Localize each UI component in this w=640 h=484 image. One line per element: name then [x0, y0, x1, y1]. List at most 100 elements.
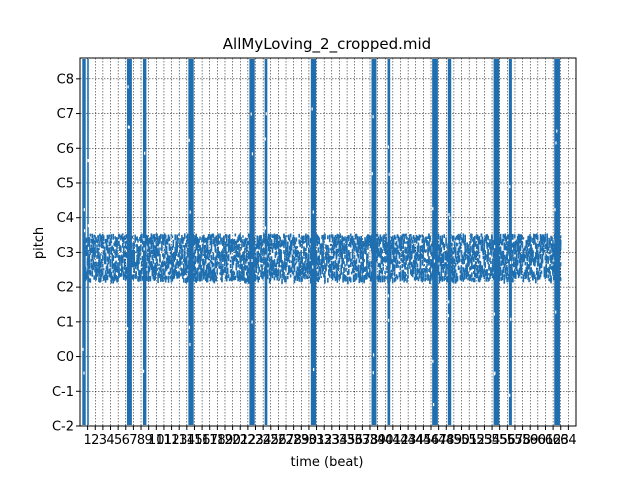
- note-gap: [84, 229, 85, 232]
- y-tick-label: C3: [57, 246, 74, 261]
- note-mark: [349, 252, 351, 257]
- note-mark: [396, 255, 398, 260]
- note-mark: [222, 264, 224, 268]
- note-gap: [189, 326, 190, 329]
- note-mark: [140, 258, 142, 260]
- note-mark: [393, 240, 395, 245]
- note-gap: [432, 360, 433, 363]
- note-mark: [517, 260, 519, 264]
- note-mark: [522, 242, 524, 248]
- note-mark: [406, 278, 408, 283]
- note-mark: [232, 265, 234, 268]
- note-mark: [139, 253, 141, 256]
- note-mark: [414, 248, 416, 253]
- note-mark: [112, 234, 114, 240]
- y-tick-label: C1: [57, 315, 74, 330]
- note-column: [432, 59, 438, 425]
- note-mark: [381, 270, 383, 274]
- note-mark: [140, 276, 142, 281]
- note-mark: [361, 275, 363, 279]
- note-mark: [545, 239, 547, 242]
- note-mark: [296, 258, 298, 260]
- note-mark: [301, 244, 303, 248]
- note-mark: [110, 269, 112, 272]
- note-mark: [455, 247, 457, 251]
- note-mark: [196, 277, 198, 281]
- note-mark: [289, 237, 291, 241]
- note-mark: [166, 276, 168, 279]
- note-column: [249, 59, 254, 425]
- note-mark: [550, 278, 552, 283]
- y-tick-label: C-2: [52, 420, 74, 435]
- note-mark: [228, 274, 230, 278]
- note-column: [87, 59, 89, 425]
- note-gap: [265, 255, 266, 258]
- note-mark: [330, 244, 332, 246]
- note-mark: [385, 276, 387, 279]
- note-mark: [545, 275, 547, 277]
- note-mark: [474, 236, 476, 240]
- note-mark: [161, 270, 163, 275]
- note-mark: [417, 263, 419, 267]
- note-mark: [536, 268, 538, 271]
- note-mark: [560, 242, 562, 246]
- note-mark: [105, 253, 107, 258]
- note-mark: [334, 251, 336, 256]
- note-mark: [199, 236, 201, 240]
- note-mark: [338, 258, 340, 263]
- note-mark: [394, 272, 396, 277]
- note-mark: [560, 278, 562, 282]
- note-mark: [512, 236, 514, 239]
- note-mark: [98, 235, 100, 241]
- note-mark: [505, 261, 507, 264]
- note-mark: [164, 249, 166, 251]
- note-mark: [137, 239, 139, 243]
- note-mark: [298, 257, 300, 260]
- note-mark: [109, 247, 111, 252]
- note-mark: [151, 235, 153, 240]
- note-gap: [84, 208, 85, 211]
- note-mark: [489, 239, 491, 242]
- note-mark: [133, 256, 135, 259]
- note-column: [127, 59, 132, 425]
- note-mark: [475, 261, 477, 266]
- note-mark: [352, 249, 354, 252]
- note-mark: [549, 266, 551, 269]
- note-mark: [358, 254, 360, 259]
- note-gap: [555, 141, 556, 144]
- note-mark: [307, 270, 309, 274]
- note-mark: [482, 236, 484, 241]
- note-gap: [143, 238, 144, 241]
- note-mark: [124, 251, 126, 254]
- note-mark: [274, 261, 276, 264]
- note-mark: [442, 276, 444, 280]
- note-mark: [261, 264, 263, 269]
- note-mark: [160, 234, 162, 239]
- note-mark: [309, 245, 311, 248]
- note-mark: [303, 235, 305, 240]
- note-mark: [348, 236, 350, 238]
- note-mark: [411, 236, 413, 240]
- note-mark: [404, 276, 406, 281]
- note-mark: [446, 276, 448, 281]
- note-mark: [491, 234, 493, 238]
- note-gap: [373, 371, 374, 374]
- note-mark: [194, 257, 196, 259]
- note-mark: [299, 263, 301, 266]
- note-gap: [252, 152, 253, 155]
- note-mark: [293, 249, 295, 253]
- note-mark: [352, 254, 354, 260]
- note-mark: [256, 266, 258, 269]
- note-mark: [169, 243, 171, 246]
- note-gap: [127, 85, 128, 88]
- note-mark: [219, 233, 221, 237]
- note-mark: [201, 254, 203, 257]
- note-mark: [491, 251, 493, 256]
- note-mark: [483, 251, 485, 255]
- note-mark: [255, 253, 257, 256]
- note-gap: [556, 130, 557, 133]
- note-mark: [541, 265, 543, 268]
- note-mark: [481, 274, 483, 278]
- note-mark: [112, 255, 114, 261]
